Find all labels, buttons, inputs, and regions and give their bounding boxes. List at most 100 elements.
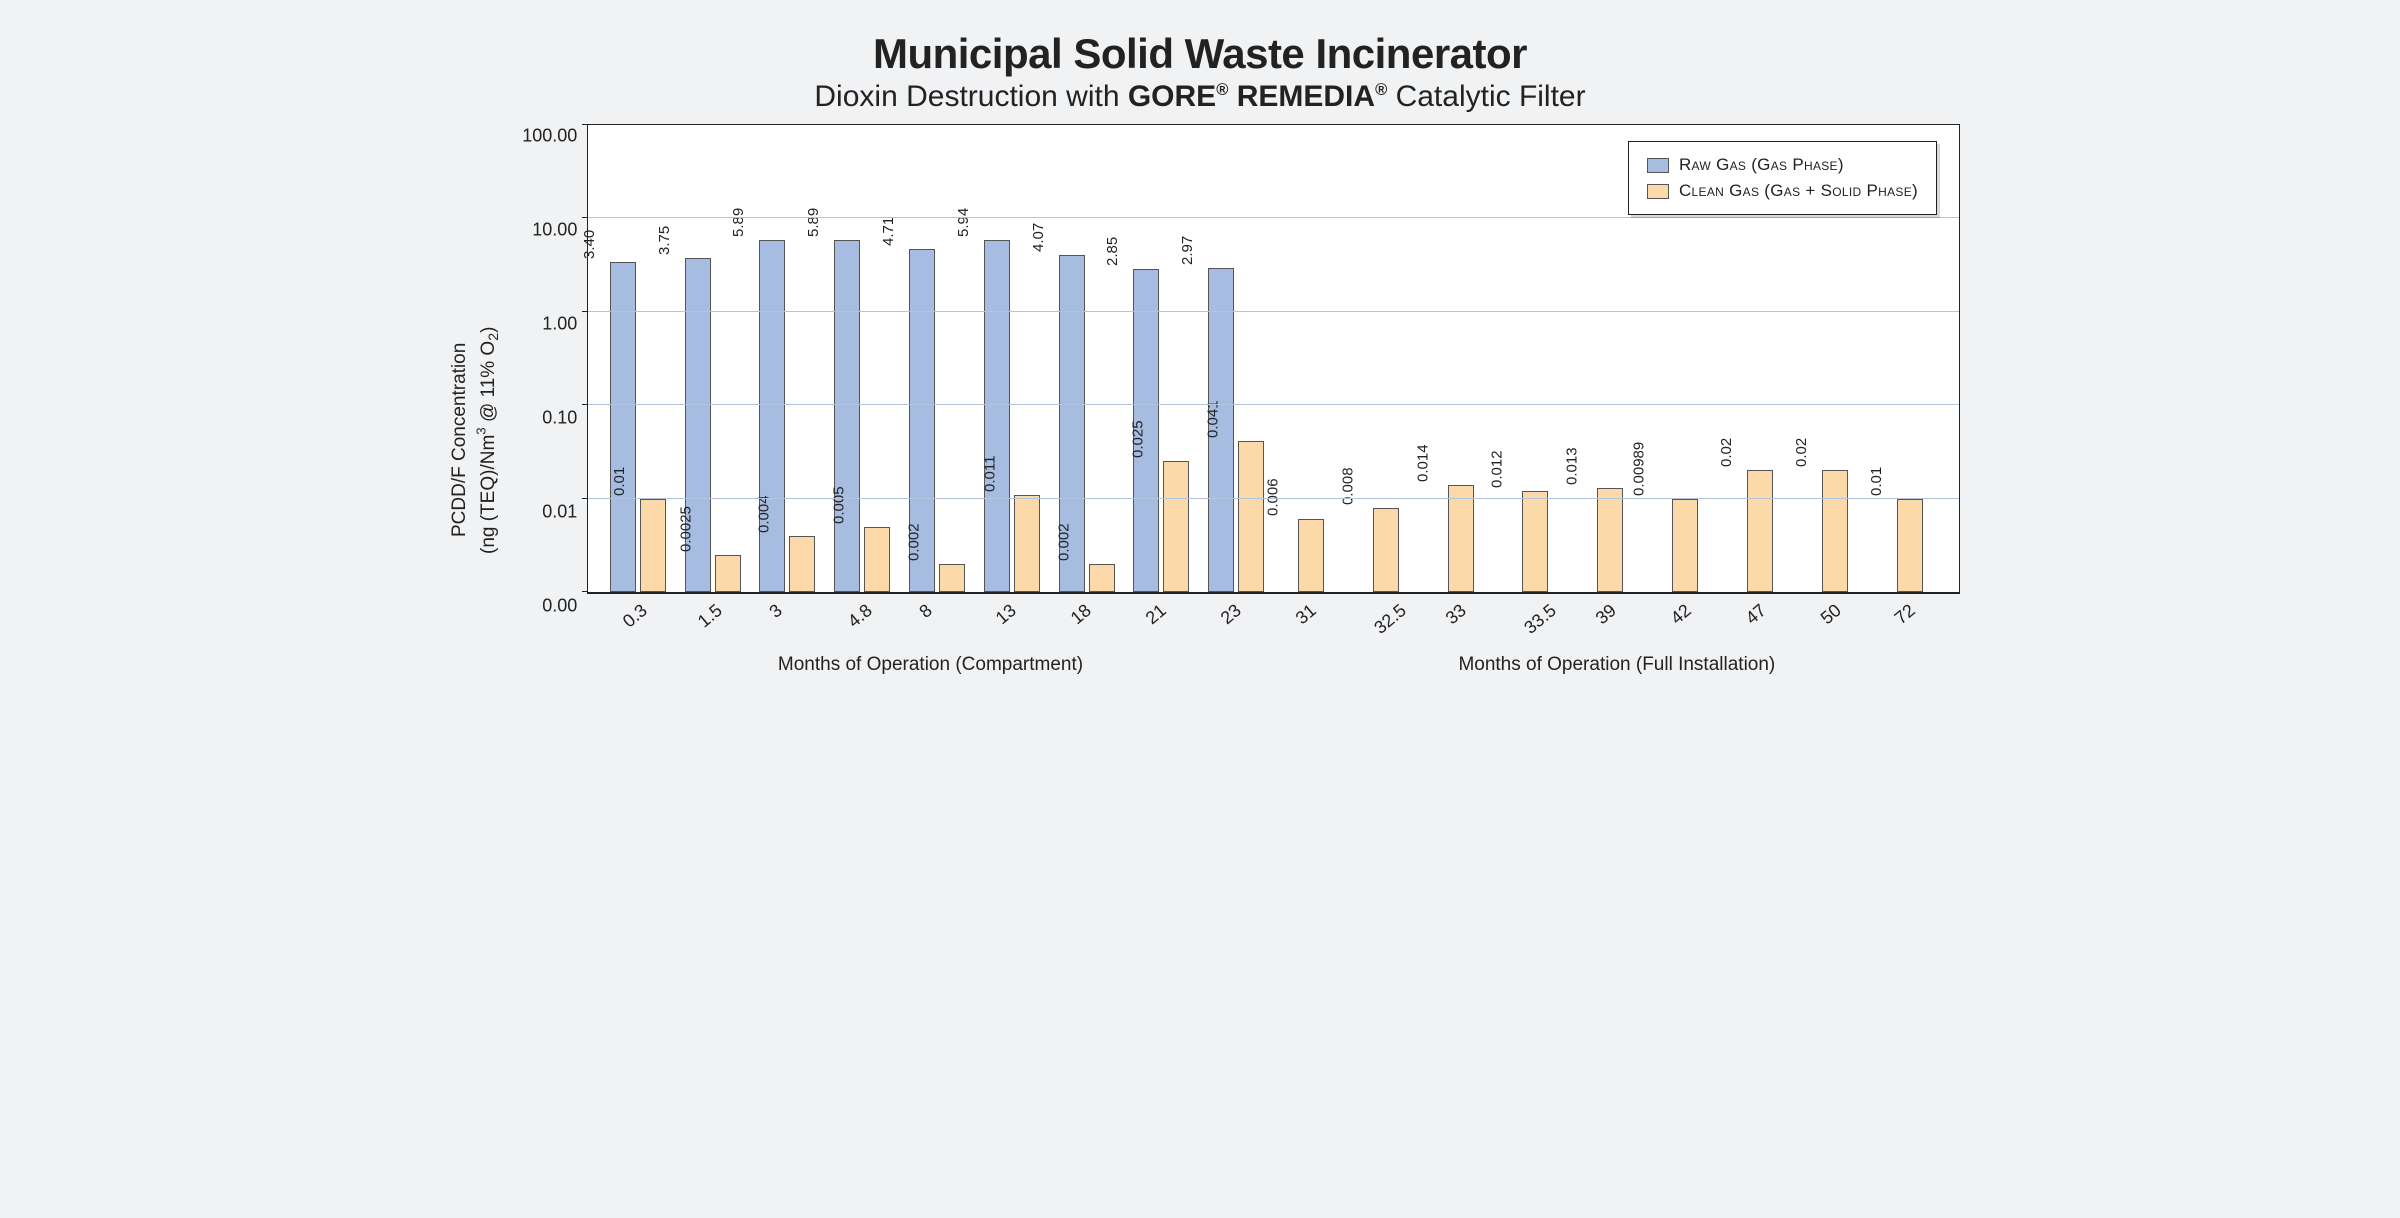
chart-container: Municipal Solid Waste Incinerator Dioxin… <box>440 30 1960 676</box>
x-tick-label: 0.3 <box>619 600 652 632</box>
y-axis-label: PCDD/F Concentration (ng (TEQ)/Nm3 @ 11%… <box>440 124 511 676</box>
x-tick-group: 21 <box>1124 594 1199 644</box>
y-tick-label: 10.00 <box>532 220 577 241</box>
y-tick-label: 0.00 <box>542 596 577 617</box>
gridline <box>588 217 1959 218</box>
bar-value-label: 0.004 <box>756 495 773 537</box>
bar-clean-gas: 0.002 <box>1089 564 1115 592</box>
bar-value-label: 0.025 <box>1130 421 1147 463</box>
bar-value-label: 2.97 <box>1179 235 1196 268</box>
x-tick-group: 33 <box>1423 594 1498 644</box>
bar-clean-gas: 0.02 <box>1822 470 1848 592</box>
x-tick-label: 33 <box>1442 600 1471 629</box>
bar-value-label: 4.71 <box>880 217 897 250</box>
x-tick-label: 72 <box>1891 600 1920 629</box>
x-tick-group: 32.5 <box>1349 594 1424 644</box>
x-tick-label: 32.5 <box>1370 600 1410 639</box>
x-tick-group: 50 <box>1798 594 1873 644</box>
x-axis-ticks: 0.31.534.88131821233132.53333.5394247507… <box>587 594 1960 644</box>
bar-value-label: 0.01 <box>611 466 628 499</box>
bar-value-label: 2.85 <box>1104 237 1121 270</box>
bar-raw-gas: 5.94 <box>984 240 1010 592</box>
x-tick-group: 33.5 <box>1498 594 1573 644</box>
bar-clean-gas: 0.025 <box>1163 461 1189 592</box>
x-axis-labels: Months of Operation (Compartment) Months… <box>587 654 1960 676</box>
bar-clean-gas: 0.014 <box>1448 485 1474 592</box>
chart-title: Municipal Solid Waste Incinerator <box>440 30 1960 78</box>
bar-value-label: 0.008 <box>1340 467 1357 509</box>
bar-group: 3.400.01 <box>600 125 675 592</box>
bar-value-label: 0.00989 <box>1630 442 1647 500</box>
legend: Raw Gas (Gas Phase) Clean Gas (Gas + Soli… <box>1628 141 1937 215</box>
y-tick-mark <box>582 124 588 125</box>
x-tick-label: 33.5 <box>1520 600 1560 639</box>
bar-value-label: 0.014 <box>1414 444 1431 486</box>
y-tick-mark <box>582 498 588 499</box>
bar-clean-gas: 0.002 <box>939 564 965 592</box>
bar-clean-gas: 0.006 <box>1298 519 1324 592</box>
legend-label: Clean Gas (Gas + Solid Phase) <box>1679 181 1918 201</box>
x-tick-label: 42 <box>1666 600 1695 629</box>
x-tick-group: 42 <box>1648 594 1723 644</box>
x-tick-label: 47 <box>1741 600 1770 629</box>
x-tick-group: 0.3 <box>599 594 674 644</box>
x-tick-group: 18 <box>1049 594 1124 644</box>
bar-clean-gas: 0.013 <box>1597 488 1623 592</box>
bar-group: 0.012 <box>1498 125 1573 592</box>
bar-value-label: 4.07 <box>1030 223 1047 256</box>
bar-clean-gas: 0.00989 <box>1672 499 1698 592</box>
y-tick-label: 0.01 <box>542 502 577 523</box>
y-axis-ticks: 100.0010.001.000.100.010.00 <box>511 124 587 676</box>
x-tick-label: 1.5 <box>694 600 727 632</box>
bar-group: 4.710.002 <box>900 125 975 592</box>
x-tick-label: 3 <box>765 600 786 623</box>
bar-value-label: 0.013 <box>1564 447 1581 489</box>
gridline <box>588 311 1959 312</box>
bar-group: 2.850.025 <box>1124 125 1199 592</box>
bar-clean-gas: 0.005 <box>864 527 890 592</box>
bar-value-label: 5.89 <box>805 208 822 241</box>
x-tick-group: 4.8 <box>824 594 899 644</box>
y-tick-mark <box>582 591 588 592</box>
y-label-line2: (ng (TEQ)/Nm3 @ 11% O2) <box>478 326 499 553</box>
subtitle-bold: GORE® REMEDIA® <box>1128 80 1387 113</box>
bar-group: 3.750.0025 <box>675 125 750 592</box>
bar-clean-gas: 0.004 <box>789 536 815 592</box>
gridline <box>588 404 1959 405</box>
x-tick-label: 50 <box>1816 600 1845 629</box>
x-tick-label: 21 <box>1142 600 1171 629</box>
bar-clean-gas: 0.041 <box>1238 441 1264 592</box>
bar-clean-gas: 0.011 <box>1014 495 1040 592</box>
x-tick-label: 39 <box>1591 600 1620 629</box>
bar-group: 2.970.041 <box>1199 125 1274 592</box>
bar-clean-gas: 0.01 <box>1897 499 1923 592</box>
x-tick-label: 31 <box>1292 600 1321 629</box>
bar-value-label: 0.012 <box>1489 451 1506 493</box>
bar-raw-gas: 5.89 <box>759 240 785 592</box>
bar-group: 0.008 <box>1348 125 1423 592</box>
bar-value-label: 0.0025 <box>677 506 694 556</box>
bar-group: 4.070.002 <box>1049 125 1124 592</box>
legend-item: Raw Gas (Gas Phase) <box>1647 152 1918 178</box>
title-block: Municipal Solid Waste Incinerator Dioxin… <box>440 30 1960 114</box>
x-label-compartment: Months of Operation (Compartment) <box>587 654 1273 676</box>
x-tick-group: 23 <box>1199 594 1274 644</box>
bar-clean-gas: 0.02 <box>1747 470 1773 592</box>
bar-clean-gas: 0.01 <box>640 499 666 592</box>
bar-value-label: 0.02 <box>1718 438 1735 471</box>
x-tick-label: 4.8 <box>843 600 876 632</box>
y-tick-label: 1.00 <box>542 314 577 335</box>
plot-column: Raw Gas (Gas Phase) Clean Gas (Gas + Soli… <box>587 124 1960 676</box>
bar-raw-gas: 5.89 <box>834 240 860 592</box>
x-tick-label: 8 <box>915 600 936 623</box>
bar-clean-gas: 0.012 <box>1522 491 1548 592</box>
x-tick-group: 3 <box>749 594 824 644</box>
x-label-full-install: Months of Operation (Full Installation) <box>1274 654 1960 676</box>
y-tick-mark <box>582 404 588 405</box>
x-tick-label: 18 <box>1067 600 1096 629</box>
legend-item: Clean Gas (Gas + Solid Phase) <box>1647 178 1918 204</box>
bar-value-label: 3.75 <box>655 226 672 259</box>
legend-swatch <box>1647 158 1669 173</box>
y-tick-mark <box>582 217 588 218</box>
bar-group: 5.940.011 <box>974 125 1049 592</box>
